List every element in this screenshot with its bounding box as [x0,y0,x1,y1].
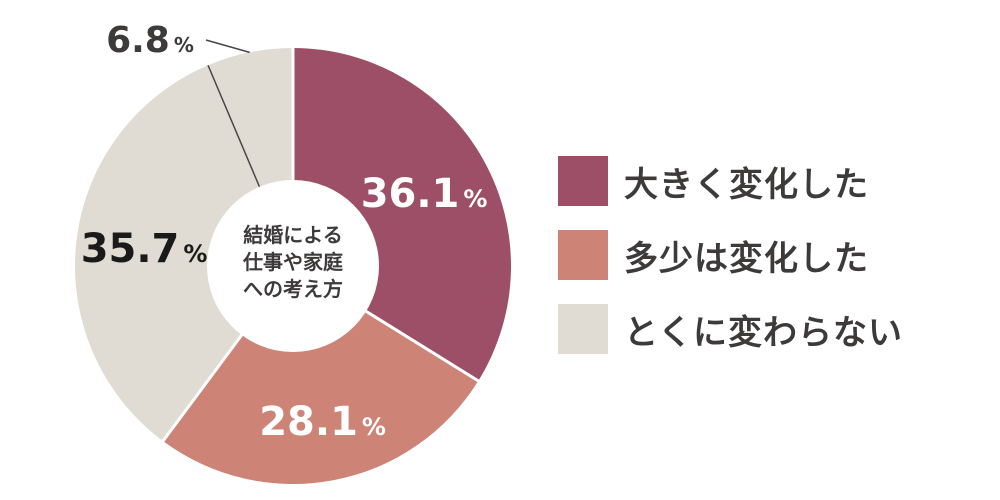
value-label-1: 28.1% [259,399,386,445]
slice-divider-3 [207,64,261,188]
slice-2 [75,65,294,441]
donut-hole [207,180,379,352]
legend: 大きく変化した 多少は変化した とくに変わらない [558,156,903,378]
value-label-2: 35.7% [81,226,208,272]
slice-1 [163,266,479,485]
leader-line-3 [205,39,250,54]
legend-item-1: 多少は変化した [558,230,903,280]
legend-item-0: 大きく変化した [558,156,903,206]
legend-swatch-0 [558,156,608,206]
legend-swatch-1 [558,230,608,280]
center-label-line-2: への考え方 [243,277,343,301]
legend-swatch-2 [558,304,608,354]
legend-label-0: 大きく変化した [624,164,869,205]
center-label-line-0: 結婚による [243,223,342,247]
value-label-0: 36.1% [361,171,488,217]
center-label-line-1: 仕事や家庭 [242,250,343,274]
value-label-3: 6.8% [106,20,194,61]
legend-item-2: とくに変わらない [558,304,903,354]
legend-label-2: とくに変わらない [624,312,903,353]
legend-label-1: 多少は変化した [624,238,869,279]
